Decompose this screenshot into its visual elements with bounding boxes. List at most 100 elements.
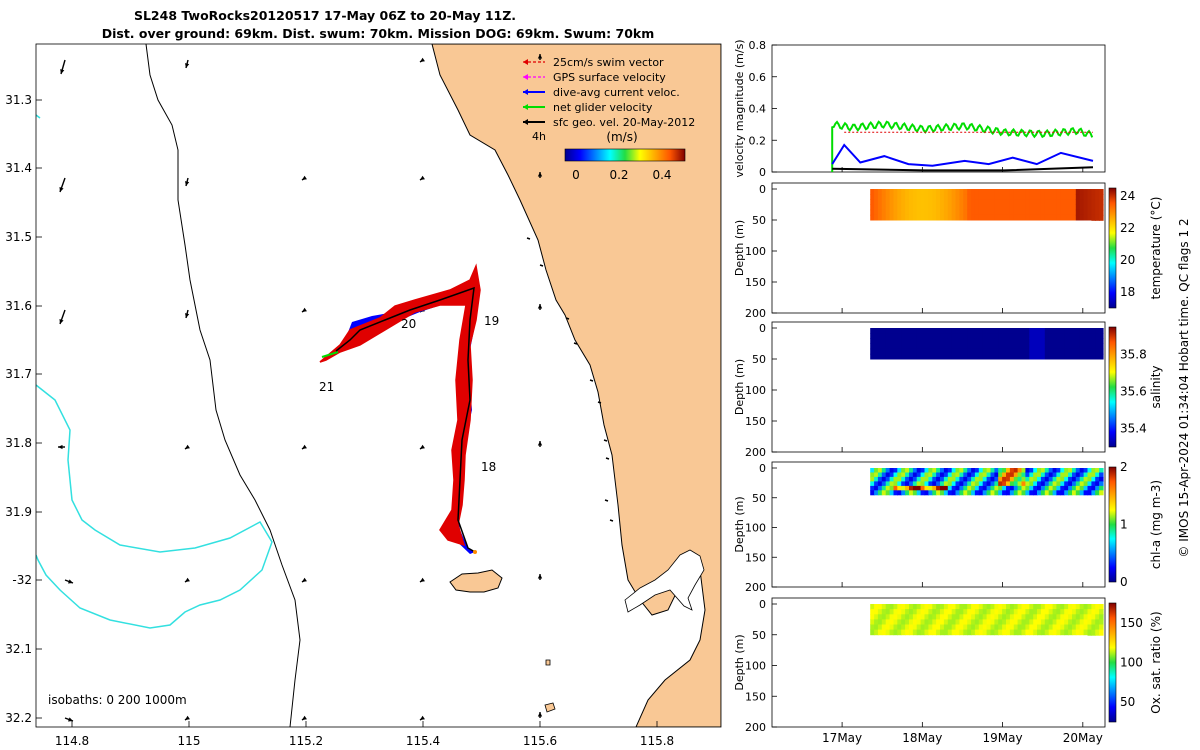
heatmap-cell xyxy=(955,328,960,334)
heatmap-cell xyxy=(940,328,945,334)
heatmap-cell xyxy=(928,468,933,473)
heatmap-cell xyxy=(978,481,984,487)
heatmap-cell xyxy=(936,348,941,355)
heatmap-cell xyxy=(870,629,875,636)
heatmap-cell xyxy=(1029,468,1034,473)
heatmap-cell xyxy=(874,353,879,360)
heatmap-cell xyxy=(940,209,945,216)
heatmap-cell xyxy=(1044,328,1050,334)
heatmap-cell xyxy=(1029,476,1034,482)
heatmap-cell xyxy=(1068,204,1073,211)
heatmap-cell xyxy=(1040,604,1046,610)
heatmap-cell xyxy=(1052,614,1058,620)
heatmap-cell xyxy=(874,624,879,631)
heatmap-cell xyxy=(971,209,976,216)
heatmap-cell xyxy=(1009,204,1015,211)
heatmap-cell xyxy=(932,624,937,631)
heatmap-cell xyxy=(928,604,933,610)
isobath-1000m-fragment xyxy=(36,114,41,119)
heatmap-cell xyxy=(998,199,1003,205)
heatmap-cell xyxy=(1044,189,1050,195)
heatmap-cell xyxy=(1087,194,1092,200)
geo-arrow-head xyxy=(185,577,190,582)
heatmap-cell xyxy=(943,204,949,211)
heatmap-cell xyxy=(893,472,898,478)
heatmap-cell xyxy=(963,204,968,211)
heatmap-cell xyxy=(998,490,1003,496)
heatmap-cell xyxy=(1017,472,1023,478)
heatmap-cell xyxy=(897,604,902,610)
heatmap-cell xyxy=(1009,328,1015,334)
heatmap-cell xyxy=(1048,485,1054,491)
heatmap-cell xyxy=(1060,338,1065,344)
heatmap-cell xyxy=(978,343,984,350)
heatmap-cell xyxy=(1079,468,1085,473)
heatmap-cell xyxy=(1025,333,1030,339)
heatmap-cell xyxy=(1009,481,1015,487)
heatmap-cell xyxy=(1095,328,1100,334)
heatmap-cell xyxy=(901,624,906,631)
heatmap-cell xyxy=(893,619,898,625)
heatmap-cell xyxy=(947,472,953,478)
heatmap-cell xyxy=(943,614,949,620)
heatmap-cell xyxy=(943,604,949,610)
geo-arrow-head xyxy=(60,69,65,74)
heatmap-cell xyxy=(1037,481,1042,487)
heatmap-cell xyxy=(928,199,933,205)
heatmap-cell xyxy=(932,490,937,496)
heatmap-cell xyxy=(1060,629,1065,636)
heatmap-cell xyxy=(1083,333,1089,339)
heatmap-cell xyxy=(912,624,918,631)
heatmap-cell xyxy=(1056,328,1061,334)
heatmap-cell xyxy=(1064,189,1069,195)
heatmap-cell xyxy=(905,189,910,195)
heatmap-cell xyxy=(955,624,960,631)
heatmap-cell xyxy=(1040,468,1046,473)
heatmap-cell xyxy=(1056,609,1061,615)
heatmap-cell xyxy=(959,199,964,205)
heatmap-cell xyxy=(936,614,941,620)
heatmap-cell xyxy=(870,194,875,200)
heatmap-cell xyxy=(901,629,906,636)
day-label-20: 20 xyxy=(401,317,416,331)
heatmap-cell xyxy=(889,353,895,360)
heatmap-cell xyxy=(940,490,945,496)
heatmap-cell xyxy=(1091,604,1096,611)
heatmap-cell xyxy=(986,338,992,344)
heatmap-colorbar-tick: 150 xyxy=(1120,616,1143,630)
heatmap-cell xyxy=(1083,481,1089,487)
heatmap-cell xyxy=(971,204,976,211)
heatmap-cell xyxy=(1087,614,1092,621)
heatmap-cell xyxy=(1072,604,1077,610)
heatmap-cell xyxy=(1056,476,1061,482)
heatmap-cell xyxy=(874,490,879,496)
heatmap-cell xyxy=(943,353,949,360)
heatmap-cell xyxy=(971,468,976,473)
reef-marks xyxy=(526,237,614,522)
heatmap-cell xyxy=(928,629,933,636)
heatmap-cell xyxy=(978,348,984,355)
heatmap-cell xyxy=(974,624,980,631)
heatmap-cell xyxy=(920,485,926,491)
heatmap-cell xyxy=(951,343,957,350)
heatmap-cell xyxy=(974,199,980,205)
heatmap-cell xyxy=(1048,353,1054,360)
heatmap-cell xyxy=(1072,472,1077,478)
heatmap-cell xyxy=(870,338,875,344)
heatmap-cell xyxy=(1052,490,1058,496)
heatmap-cell xyxy=(912,189,918,195)
heatmap-cell xyxy=(1044,485,1050,491)
heatmap-cell xyxy=(870,609,875,615)
track-end-marker xyxy=(473,550,477,554)
heatmap-cell xyxy=(874,328,879,334)
heatmap-cell xyxy=(912,476,918,482)
heatmap-cell xyxy=(1002,481,1007,487)
heatmap-cell xyxy=(881,343,887,350)
heatmap-cell xyxy=(959,328,964,334)
heatmap-cell xyxy=(1068,604,1073,610)
heatmap-cell xyxy=(1044,472,1050,478)
heatmap-cell xyxy=(1068,214,1073,221)
heatmap-cell xyxy=(912,343,918,350)
heatmap-cell xyxy=(889,472,895,478)
heatmap-cell xyxy=(955,189,960,195)
